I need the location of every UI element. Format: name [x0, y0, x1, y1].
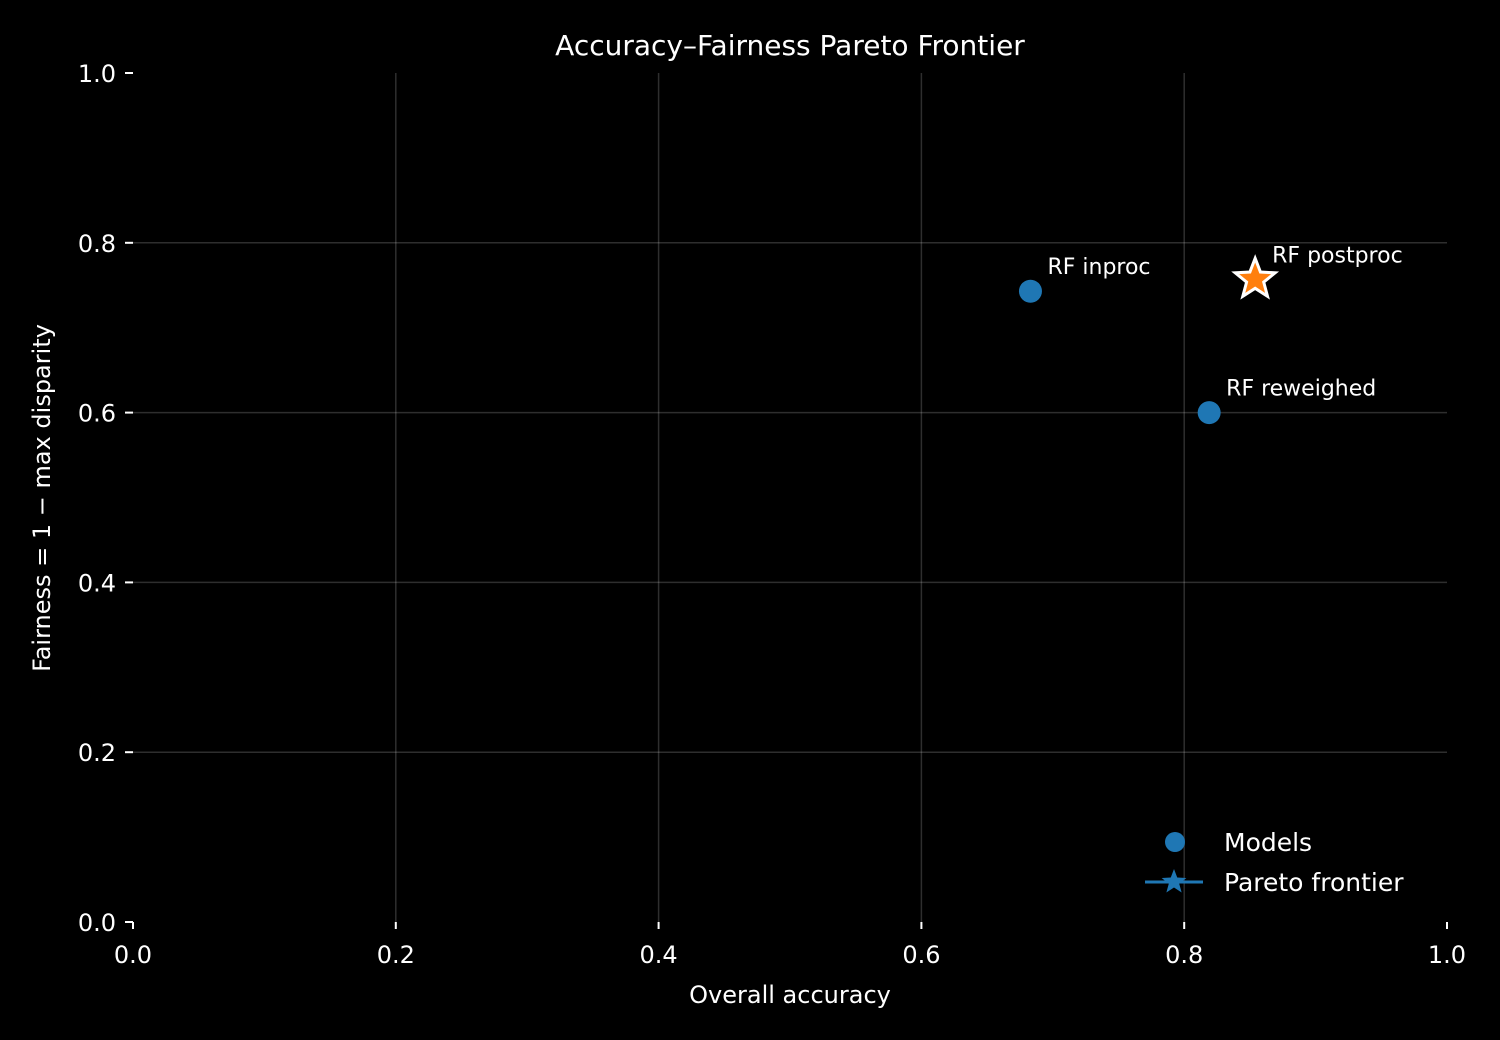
- legend-models-label: Models: [1224, 828, 1312, 857]
- x-tick-label: 1.0: [1428, 941, 1466, 969]
- x-tick-label: 0.2: [377, 941, 415, 969]
- x-axis-label: Overall accuracy: [689, 981, 891, 1009]
- y-tick-label: 0.0: [78, 909, 116, 937]
- y-tick-label: 0.4: [78, 569, 116, 597]
- y-tick-label: 0.8: [78, 230, 116, 258]
- chart-title: Accuracy–Fairness Pareto Frontier: [555, 29, 1025, 62]
- x-tick-label: 0.0: [114, 941, 152, 969]
- point-label: RF reweighed: [1226, 377, 1376, 402]
- point-labels: RF inproc RF reweighed RF postproc: [1047, 243, 1402, 401]
- point-label: RF postproc: [1272, 243, 1403, 268]
- legend-frontier-marker: [1161, 869, 1187, 893]
- y-tick-label: 1.0: [78, 60, 116, 88]
- data-points: [1018, 254, 1280, 425]
- grid-lines: [133, 73, 1447, 922]
- legend: Models Pareto frontier: [1145, 828, 1404, 897]
- x-tick-label: 0.6: [902, 941, 940, 969]
- x-tick-label: 0.4: [640, 941, 678, 969]
- x-tick-label: 0.8: [1165, 941, 1203, 969]
- legend-models-marker: [1165, 832, 1185, 852]
- y-axis-label: Fairness = 1 − max disparity: [28, 324, 56, 672]
- y-tick-label: 0.2: [78, 739, 116, 767]
- point-marker: [1018, 279, 1042, 303]
- point-marker: [1197, 401, 1221, 425]
- legend-frontier-label: Pareto frontier: [1224, 868, 1404, 897]
- point-label: RF inproc: [1047, 255, 1150, 280]
- y-tick-label: 0.6: [78, 400, 116, 428]
- axes: 0.0 0.2 0.4 0.6 0.8 1.0 0.0 0.2 0.4 0.6 0.8 1.0: [78, 60, 1466, 969]
- point-star: [1231, 254, 1280, 300]
